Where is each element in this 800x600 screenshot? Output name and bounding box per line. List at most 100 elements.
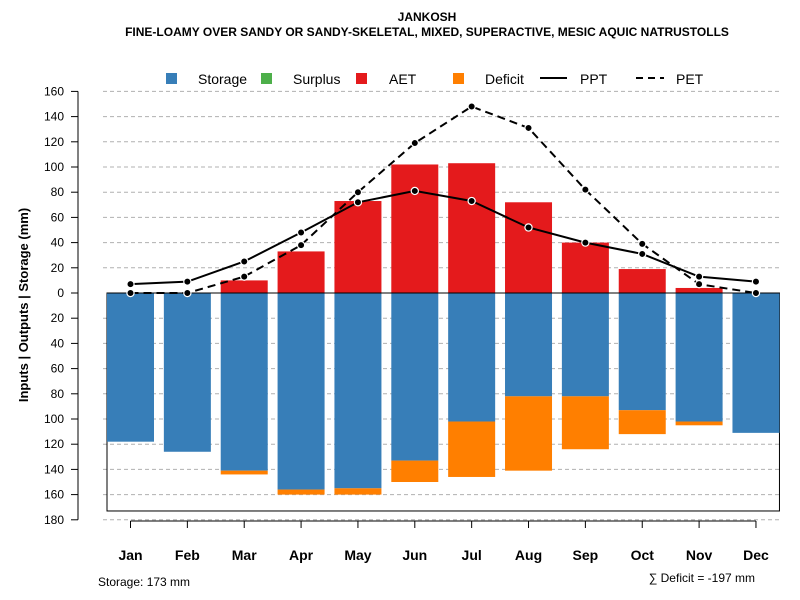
y-tick-label: 40 (51, 336, 65, 350)
y-tick-label: 40 (51, 236, 65, 250)
storage-bar (561, 293, 609, 397)
legend: Storage Surplus AET Deficit PPT PET (166, 71, 704, 87)
x-tick-label-oct: Oct (631, 547, 655, 563)
aet-bar (505, 202, 553, 293)
storage-bar (163, 293, 211, 452)
pet-point (751, 288, 761, 298)
ppt-point (751, 277, 761, 286)
x-tick-label-sep: Sep (573, 547, 599, 563)
aet-bar (675, 287, 723, 293)
x-tick-label-jan: Jan (118, 547, 142, 563)
chart-subtitle: FINE-LOAMY OVER SANDY OR SANDY-SKELETAL,… (125, 25, 729, 39)
ppt-point (524, 223, 533, 232)
deficit-bar (561, 396, 609, 450)
ppt-line (130, 189, 757, 286)
x-tick-label-nov: Nov (686, 547, 713, 563)
y-axis: 160 140 120 100 80 60 40 20 0 20 40 60 80 100 120 140 16… (44, 84, 79, 527)
deficit-bar (277, 489, 325, 495)
aet-bar (618, 269, 666, 293)
x-tick-label-aug: Aug (515, 547, 542, 563)
storage-footnote: Storage: 173 mm (98, 575, 190, 589)
legend-swatch-storage (166, 73, 177, 84)
storage-bar (448, 293, 496, 422)
pet-point (296, 240, 306, 250)
ppt-point (410, 186, 419, 196)
aet-bar (220, 280, 268, 293)
storage-bar (391, 293, 439, 461)
pet-point (581, 185, 590, 194)
storage-bar (505, 293, 553, 397)
lines (126, 102, 761, 298)
x-tick-label-jun: Jun (402, 547, 427, 563)
pet-point (694, 279, 704, 289)
ppt-point (467, 196, 476, 206)
y-axis-label: Inputs | Outputs | Storage (mm) (16, 208, 31, 402)
pet-point (183, 288, 192, 298)
y-tick-label: 60 (51, 362, 65, 376)
pet-point (524, 123, 533, 133)
ppt-point (126, 279, 135, 289)
bars (107, 163, 780, 495)
aet-bar (391, 164, 439, 293)
y-tick-label: 120 (44, 437, 64, 451)
y-tick-label: 100 (44, 412, 64, 426)
storage-bar (675, 293, 723, 422)
storage-bar (618, 293, 666, 411)
aet-bar (334, 201, 382, 293)
pet-point (126, 288, 135, 298)
legend-swatch-aet (356, 73, 367, 84)
y-tick-label: 20 (51, 261, 65, 275)
y-tick-label: 0 (57, 286, 64, 300)
ppt-point (581, 238, 590, 247)
legend-label-surplus: Surplus (293, 71, 340, 87)
x-tick-label-dec: Dec (743, 547, 769, 563)
aet-bar (448, 163, 496, 293)
y-tick-label: 140 (44, 462, 64, 476)
ppt-point (694, 272, 704, 281)
y-tick-label: 160 (44, 84, 64, 98)
storage-bar (107, 293, 154, 442)
deficit-bar (618, 410, 666, 435)
pet-point (467, 102, 476, 111)
x-tick-label-may: May (344, 547, 371, 563)
x-tick-label-jul: Jul (462, 547, 482, 563)
storage-bar (732, 293, 780, 433)
x-tick-label-feb: Feb (175, 547, 200, 563)
pet-point (638, 239, 647, 249)
y-tick-label: 80 (51, 387, 65, 401)
aet-bar (561, 242, 609, 293)
deficit-bar (334, 488, 382, 495)
pet-line (130, 105, 757, 294)
storage-bar (220, 293, 268, 471)
y-tick-label: 80 (51, 185, 65, 199)
x-tick-label-mar: Mar (232, 547, 257, 563)
deficit-bar (391, 460, 439, 482)
storage-bar (334, 293, 382, 489)
aet-bar (277, 251, 325, 293)
ppt-point (183, 277, 192, 286)
deficit-bar (220, 470, 268, 475)
gridlines (103, 90, 780, 521)
ppt-point (296, 228, 306, 237)
legend-label-storage: Storage (198, 71, 247, 87)
x-tick-label-apr: Apr (289, 547, 314, 563)
x-axis: Jan Feb Mar Apr May Jun Jul Aug Sep Oct Nov Dec (118, 520, 769, 563)
legend-swatch-deficit (453, 73, 464, 84)
storage-bar (277, 293, 325, 490)
ppt-point (638, 249, 647, 259)
deficit-bar (505, 396, 553, 471)
legend-label-deficit: Deficit (485, 71, 524, 87)
y-tick-label: 60 (51, 210, 65, 224)
legend-label-ppt: PPT (580, 71, 608, 87)
ppt-point (240, 257, 249, 266)
y-tick-label: 180 (44, 513, 64, 527)
ppt-point (353, 198, 363, 207)
chart-title: JANKOSH (398, 10, 457, 24)
y-tick-label: 140 (44, 110, 64, 124)
legend-label-pet: PET (676, 71, 704, 87)
pet-point (410, 138, 419, 148)
deficit-bar (675, 421, 723, 426)
y-tick-label: 160 (44, 488, 64, 502)
legend-swatch-surplus (261, 73, 272, 84)
